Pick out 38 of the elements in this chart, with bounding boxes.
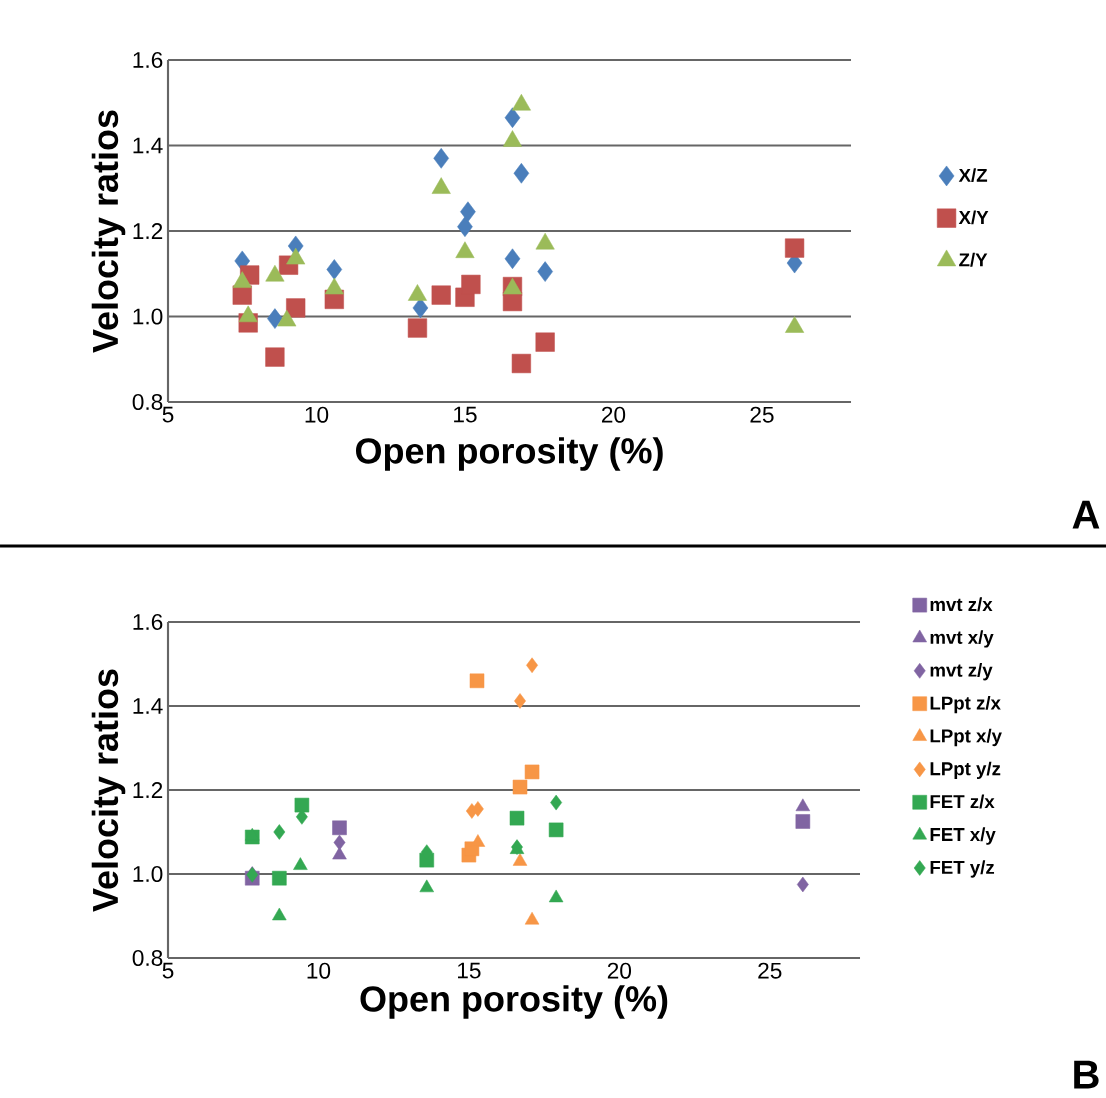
legend-label: Z/Y <box>959 252 988 267</box>
text: B <box>1074 1060 1099 1089</box>
y-tick-label: 0.8 <box>132 393 163 411</box>
x-tick-label: 5 <box>162 406 174 423</box>
x-tick-label: 25 <box>750 406 774 423</box>
legend-label: mvt z/x <box>930 597 993 612</box>
x-axis-title: Open porosity (%) <box>360 985 668 1019</box>
legend-label: FET x/y <box>930 827 996 845</box>
x-tick-label: 15 <box>458 962 481 979</box>
legend-label: LPpt y/z <box>930 761 1001 780</box>
y-tick-label: 0.8 <box>132 949 163 967</box>
x-tick-label: 5 <box>162 962 174 979</box>
text: A <box>1072 500 1100 529</box>
x-tick-label: 10 <box>305 406 329 423</box>
x-axis-title: Open porosity (%) <box>355 437 663 471</box>
legend-label: FET y/z <box>930 860 995 878</box>
x-tick-label: 20 <box>601 406 626 423</box>
y-axis-title: Velocity ratios <box>91 110 126 353</box>
y-tick-label: 1.6 <box>133 613 163 631</box>
y-tick-label: 1.4 <box>133 698 163 714</box>
y-tick-label: 1.6 <box>133 51 163 69</box>
legend-label: mvt x/y <box>930 630 994 648</box>
y-tick-label: 1.4 <box>133 137 163 154</box>
y-tick-label: 1.2 <box>133 782 163 798</box>
y-tick-label: 1.0 <box>133 308 163 325</box>
legend-label: mvt z/y <box>930 663 993 681</box>
x-tick-label: 10 <box>307 962 331 979</box>
legend-label: X/Z <box>958 168 988 183</box>
legend-label: FET z/x <box>930 794 995 809</box>
y-tick-label: 1.2 <box>133 223 163 239</box>
x-tick-label: 20 <box>607 962 632 979</box>
legend-label: LPpt x/y <box>930 728 1002 747</box>
x-tick-label: 15 <box>454 406 477 423</box>
legend-label: LPpt z/x <box>930 695 1001 714</box>
x-tick-label: 25 <box>758 962 782 979</box>
legend-label: X/Y <box>958 210 989 225</box>
y-axis-title: Velocity ratios <box>91 669 126 912</box>
y-tick-label: 1.0 <box>133 865 163 883</box>
